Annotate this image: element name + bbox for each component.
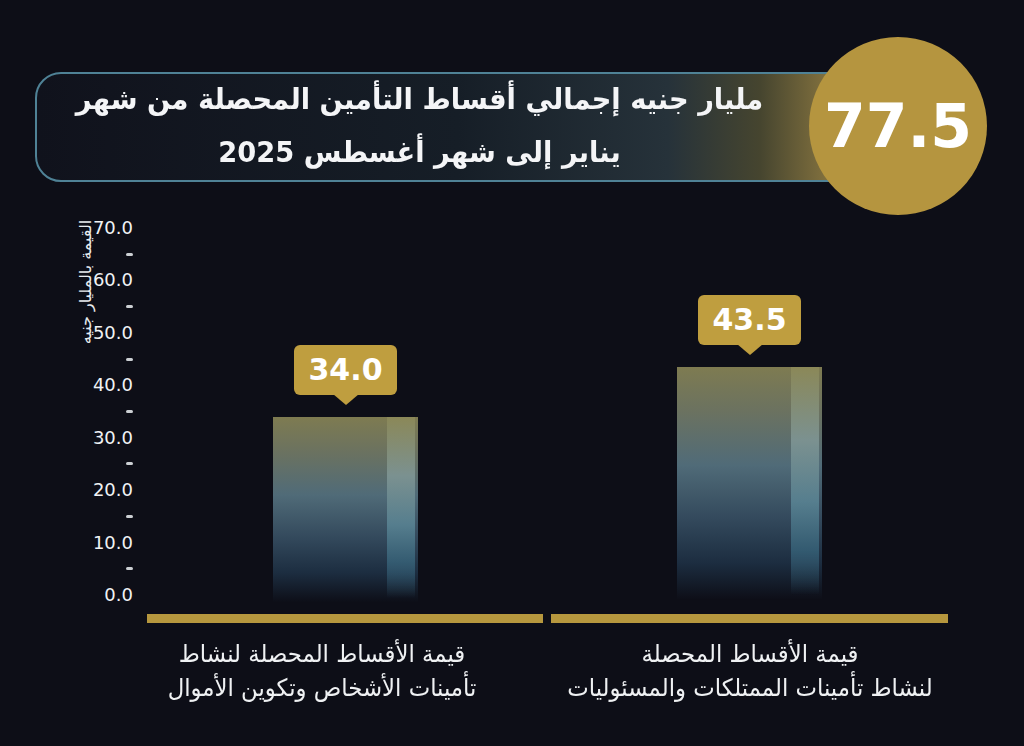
y-tick-label: 30.0: [53, 425, 133, 451]
x-axis-line-1: [147, 614, 543, 623]
value-label-pointer: [333, 394, 359, 405]
infographic-page: { "header": { "title_line1": "مليار جنيه…: [0, 0, 1024, 746]
y-minor-tick: [126, 515, 133, 518]
y-tick-label: 70.0: [53, 215, 133, 241]
total-badge-circle: 77.5: [809, 37, 987, 215]
y-minor-tick: [126, 358, 133, 361]
bar-1: [273, 417, 418, 612]
y-tick-label: 50.0: [53, 320, 133, 346]
category-label-line: تأمينات الأشخاص وتكوين الأموال: [94, 671, 550, 705]
total-value: 77.5: [824, 91, 972, 161]
title-line-2: يناير إلى شهر أغسطس 2025: [24, 130, 815, 174]
y-tick-label: 10.0: [53, 530, 133, 556]
category-label-line: قيمة الأقساط المحصلة: [522, 637, 978, 671]
y-tick-label: 60.0: [53, 267, 133, 293]
value-label-pointer: [737, 344, 763, 355]
value-label: 43.5: [698, 295, 801, 345]
y-minor-tick: [126, 567, 133, 570]
title-banner: مليار جنيه إجمالي أقساط التأمين المحصلة …: [35, 72, 880, 182]
title-line-1: مليار جنيه إجمالي أقساط التأمين المحصلة …: [24, 77, 815, 121]
y-minor-tick: [126, 462, 133, 465]
y-minor-tick: [126, 253, 133, 256]
x-axis-line-2: [551, 614, 948, 623]
bar-2: [677, 367, 822, 612]
bar-highlight: [387, 417, 415, 612]
value-label: 34.0: [294, 345, 397, 395]
y-tick-label: 40.0: [53, 372, 133, 398]
y-tick-label: 20.0: [53, 477, 133, 503]
category-label-line: لنشاط تأمينات الممتلكات والمسئوليات: [522, 671, 978, 705]
y-minor-tick: [126, 305, 133, 308]
category-label-2: قيمة الأقساط المحصلةلنشاط تأمينات الممتل…: [522, 637, 978, 705]
y-minor-tick: [126, 410, 133, 413]
y-tick-label: 0.0: [53, 582, 133, 608]
bar-highlight: [791, 367, 819, 612]
category-label-line: قيمة الأقساط المحصلة لنشاط: [94, 637, 550, 671]
category-label-1: قيمة الأقساط المحصلة لنشاطتأمينات الأشخا…: [94, 637, 550, 705]
